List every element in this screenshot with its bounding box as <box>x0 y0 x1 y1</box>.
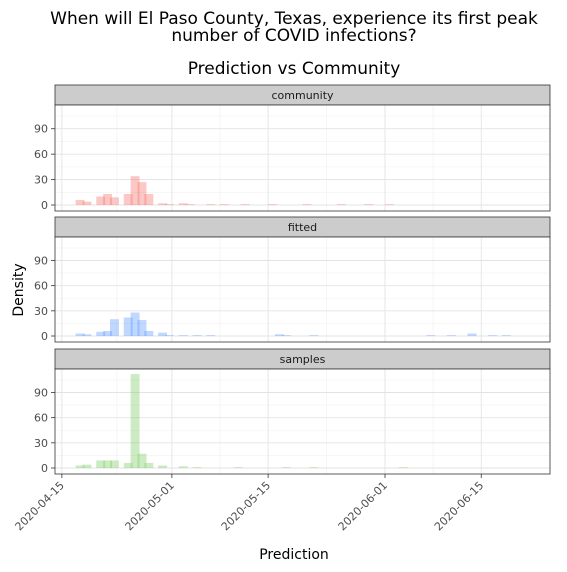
y-tick-label: 60 <box>34 412 48 425</box>
histogram-bar <box>137 182 147 205</box>
histogram-bar <box>426 335 436 336</box>
histogram-bar <box>192 335 202 336</box>
histogram-bar <box>165 204 174 205</box>
histogram-bar <box>275 334 284 336</box>
y-tick-label: 90 <box>34 254 48 267</box>
histogram-bar <box>96 460 106 468</box>
histogram-bar <box>165 335 174 336</box>
histogram-bar <box>130 312 140 336</box>
histogram-bar <box>185 204 195 205</box>
histogram-bar <box>82 464 92 468</box>
histogram-bar <box>364 204 374 205</box>
y-tick-label: 30 <box>34 305 48 318</box>
histogram-bar <box>158 465 168 468</box>
histogram-bar <box>144 462 154 468</box>
histogram-bar <box>144 330 154 336</box>
histogram-bar <box>385 204 394 205</box>
panel-background <box>55 105 550 211</box>
histogram-bar <box>220 204 229 205</box>
histogram-bar <box>501 335 511 336</box>
histogram-bar <box>82 201 92 205</box>
y-tick-label: 60 <box>34 148 48 161</box>
histogram-bar <box>110 197 119 205</box>
histogram-bar <box>281 335 291 336</box>
histogram-bar <box>336 204 346 205</box>
histogram-bar <box>158 332 168 336</box>
histogram-bar <box>103 193 113 205</box>
y-tick-label: 90 <box>34 123 48 136</box>
x-axis-title: Prediction <box>259 547 329 563</box>
histogram-bar <box>302 204 312 205</box>
histogram-bar <box>206 204 216 205</box>
histogram-bar <box>398 467 408 468</box>
histogram-bar <box>144 193 154 205</box>
histogram-bar <box>123 193 133 205</box>
histogram-bar <box>110 460 119 468</box>
histogram-bar <box>240 204 250 205</box>
histogram-bar <box>123 462 133 468</box>
histogram-bar <box>130 176 140 205</box>
y-tick-label: 60 <box>34 280 48 293</box>
histogram-bar <box>96 331 106 336</box>
histogram-bar <box>75 465 85 468</box>
histogram-bar <box>178 335 188 336</box>
histogram-bar <box>75 199 85 205</box>
panel-background <box>55 237 550 342</box>
facet-strip-label: samples <box>280 353 326 366</box>
histogram-bar <box>178 203 188 205</box>
histogram-bar <box>158 203 168 205</box>
y-tick-label: 0 <box>41 199 48 212</box>
histogram-bar <box>467 333 477 336</box>
histogram-bar <box>137 320 147 336</box>
panel-border <box>54 368 551 475</box>
histogram-bar <box>123 317 133 336</box>
y-axis-title: Density <box>11 263 27 316</box>
histogram-bar <box>103 460 113 468</box>
y-tick-label: 30 <box>34 174 48 187</box>
histogram-bar <box>233 467 243 468</box>
facet-strip-label: community <box>271 89 334 102</box>
histogram-bar <box>206 335 216 336</box>
panel-border <box>54 236 551 343</box>
histogram-bar <box>178 466 188 468</box>
facet-panel-samples: samples 0 30 60 90 <box>34 348 551 475</box>
histogram-bar <box>130 374 140 468</box>
panel-background <box>55 369 550 474</box>
y-tick-label: 0 <box>41 330 48 343</box>
histogram-bar <box>309 467 319 468</box>
facet-panel-fitted: fitted 0 30 60 90 <box>34 216 551 343</box>
histogram-bar <box>268 204 278 205</box>
facet-panel-community: community 0 30 60 90 <box>34 84 551 212</box>
chart-title-line-2: number of COVID infections? <box>171 26 416 46</box>
histogram-bar <box>96 196 106 205</box>
histogram-bar <box>281 467 291 468</box>
histogram-bar <box>446 335 456 336</box>
chart-title-line-1: When will El Paso County, Texas, experie… <box>50 9 538 29</box>
chart-subtitle: Prediction vs Community <box>188 59 401 79</box>
facet-panels: community 0 30 60 90 fitted 0 30 60 90 samples 0 30 6… <box>34 84 551 475</box>
y-tick-label: 90 <box>34 386 48 399</box>
facet-strip-label: fitted <box>288 221 317 234</box>
panel-border <box>54 104 551 212</box>
y-tick-label: 30 <box>34 437 48 450</box>
histogram-bar <box>110 319 119 336</box>
histogram-bar <box>488 335 498 336</box>
histogram-bar <box>192 467 202 468</box>
histogram-bar <box>103 330 113 336</box>
histogram-bar <box>75 333 85 336</box>
histogram-bar <box>137 453 147 468</box>
histogram-bar <box>309 335 319 336</box>
y-tick-label: 0 <box>41 462 48 475</box>
histogram-bar <box>82 334 92 336</box>
